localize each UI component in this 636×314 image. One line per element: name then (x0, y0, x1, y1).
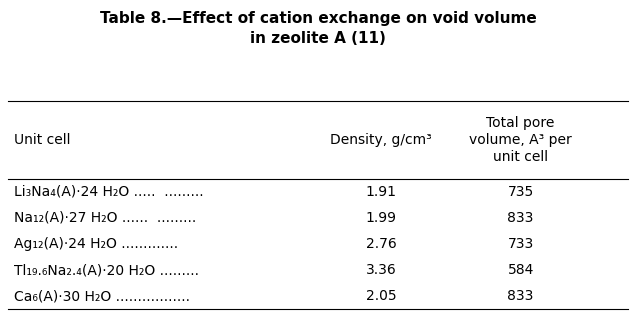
Text: 2.76: 2.76 (366, 237, 397, 251)
Text: Unit cell: Unit cell (14, 133, 71, 147)
Text: 2.05: 2.05 (366, 290, 397, 303)
Text: Total pore
volume, A³ per
unit cell: Total pore volume, A³ per unit cell (469, 116, 572, 164)
Text: 733: 733 (508, 237, 534, 251)
Text: Tl₁₉.₆Na₂.₄(A)‧20 H₂O .........: Tl₁₉.₆Na₂.₄(A)‧20 H₂O ......... (14, 263, 199, 277)
Text: 1.91: 1.91 (366, 185, 397, 199)
Text: Ca₆(A)‧30 H₂O .................: Ca₆(A)‧30 H₂O ................. (14, 290, 190, 303)
Text: 3.36: 3.36 (366, 263, 397, 277)
Text: 735: 735 (508, 185, 534, 199)
Text: 833: 833 (508, 290, 534, 303)
Text: Na₁₂(A)‧27 H₂O ......  .........: Na₁₂(A)‧27 H₂O ...... ......... (14, 211, 197, 225)
Text: 584: 584 (508, 263, 534, 277)
Text: Density, g/cm³: Density, g/cm³ (331, 133, 432, 147)
Text: 833: 833 (508, 211, 534, 225)
Text: 1.99: 1.99 (366, 211, 397, 225)
Text: Table 8.—Effect of cation exchange on void volume
in zeolite A (11): Table 8.—Effect of cation exchange on vo… (100, 11, 536, 46)
Text: Li₃Na₄(A)‧24 H₂O .....  .........: Li₃Na₄(A)‧24 H₂O ..... ......... (14, 185, 204, 199)
Text: Ag₁₂(A)‧24 H₂O .............: Ag₁₂(A)‧24 H₂O ............. (14, 237, 178, 251)
